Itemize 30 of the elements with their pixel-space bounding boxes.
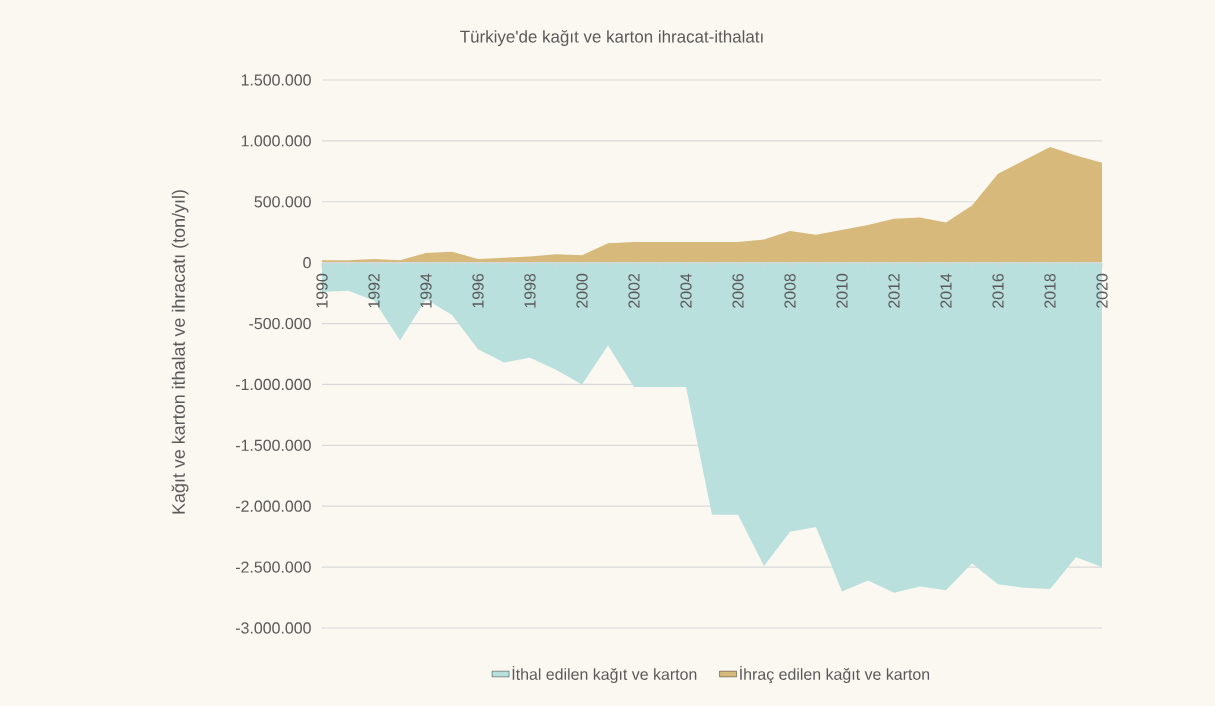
y-tick-label: -1.500.000 bbox=[235, 439, 311, 451]
y-tick-label: 1.500.000 bbox=[241, 74, 311, 86]
y-tick-label: 500.000 bbox=[254, 196, 311, 208]
x-tick-label: 2000 bbox=[576, 273, 588, 308]
y-tick-label: -2.500.000 bbox=[235, 561, 311, 573]
y-tick-label: -1.000.000 bbox=[235, 378, 311, 391]
x-tick-label: 1992 bbox=[368, 273, 380, 308]
x-tick-label: 1996 bbox=[472, 273, 484, 308]
x-tick-label: 1994 bbox=[420, 273, 432, 308]
chart-title: Türkiye'de kağıt ve karton ihracat-ithalatı bbox=[460, 29, 763, 46]
y-tick-label: 0 bbox=[303, 257, 311, 269]
x-tick-label: 2010 bbox=[836, 273, 848, 308]
x-tick-label: 1998 bbox=[524, 273, 536, 308]
y-tick-label: -2.000.000 bbox=[235, 500, 311, 512]
x-tick-label: 2004 bbox=[680, 273, 692, 308]
legend-label: İthal edilen kağıt ve karton bbox=[512, 665, 697, 684]
x-tick-label: 2008 bbox=[784, 273, 796, 308]
x-tick-label: 2014 bbox=[940, 273, 952, 308]
y-tick-label: -3.000.000 bbox=[235, 622, 311, 634]
x-tick-label: 2002 bbox=[628, 273, 640, 308]
x-tick-label: 2018 bbox=[1044, 273, 1056, 308]
y-axis-title: Kağıt ve karton ithalat ve ihracatı (ton/yıl) bbox=[171, 190, 189, 514]
x-tick-label: 2020 bbox=[1096, 273, 1108, 308]
x-tick-label: 2016 bbox=[992, 273, 1004, 308]
legend-label: İhraç edilen kağıt ve karton bbox=[740, 665, 930, 684]
x-tick-label: 2012 bbox=[888, 273, 900, 308]
y-tick-label: 1.000.000 bbox=[241, 135, 311, 147]
y-tick-label: -500.000 bbox=[249, 317, 311, 330]
x-tick-label: 2006 bbox=[732, 273, 744, 308]
x-tick-label: 1990 bbox=[316, 273, 328, 308]
